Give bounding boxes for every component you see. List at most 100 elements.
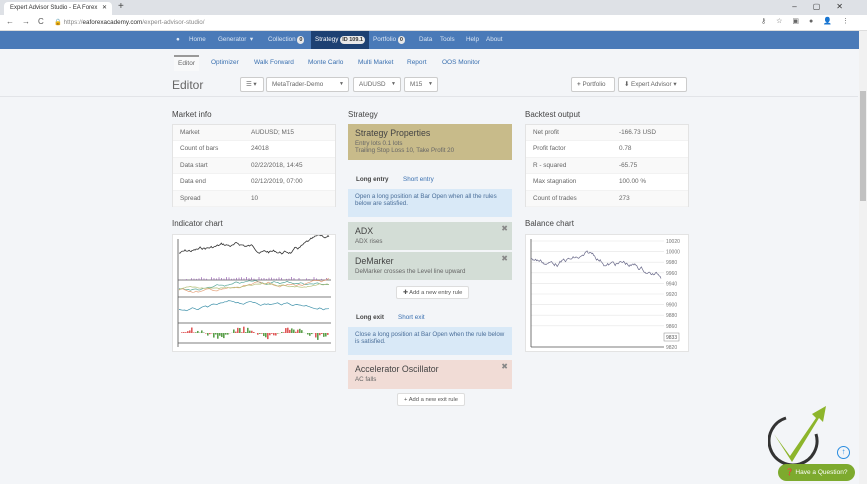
tab-short-entry[interactable]: Short entry bbox=[403, 176, 434, 183]
indicator-chart-svg bbox=[177, 233, 331, 347]
ac-bar bbox=[227, 333, 229, 335]
backtest-table: Net profit -166.73 USD Profit factor 0.78 … bbox=[525, 124, 689, 207]
nav-generator[interactable]: Generator ▾ bbox=[218, 36, 254, 43]
ac-bar bbox=[257, 333, 259, 335]
tab-editor[interactable]: Editor bbox=[174, 55, 199, 71]
ac-bar bbox=[297, 329, 299, 333]
browser-tab[interactable]: Expert Advisor Studio - EA Forex ✕ bbox=[4, 2, 112, 15]
current-value-label: 9833 bbox=[666, 335, 677, 341]
oscillator-line bbox=[178, 278, 330, 293]
exit-info: Close a long position at Bar Open when t… bbox=[348, 327, 512, 355]
have-a-question-button[interactable]: ❓ Have a Question? bbox=[778, 464, 855, 481]
scroll-top-button[interactable]: ↑ bbox=[837, 446, 850, 459]
close-tab-icon[interactable]: ✕ bbox=[101, 5, 107, 11]
nav-help[interactable]: Help bbox=[466, 36, 479, 43]
strategy-properties[interactable]: Strategy Properties Entry lots 0.1 lots … bbox=[348, 124, 512, 160]
entry-info: Open a long position at Bar Open when al… bbox=[348, 189, 512, 217]
ac-bar bbox=[315, 333, 317, 338]
window-controls[interactable]: –▢✕ bbox=[792, 2, 859, 11]
ac-bar bbox=[251, 330, 253, 333]
extension-icons[interactable]: ⚷☆▣●👤⋮ bbox=[761, 18, 859, 25]
nav-home[interactable]: Home bbox=[189, 36, 206, 43]
period-select[interactable]: M15 ▼ bbox=[404, 77, 438, 92]
nav-portfolio[interactable]: Portfolio 0 bbox=[373, 36, 405, 44]
scrollbar[interactable] bbox=[859, 31, 867, 484]
nav-tools[interactable]: Tools bbox=[440, 36, 455, 43]
portfolio-button[interactable]: + Portfolio bbox=[571, 77, 615, 92]
ac-bar bbox=[277, 333, 279, 334]
ac-bar bbox=[319, 333, 321, 336]
table-row: Market AUDUSD; M15 bbox=[173, 125, 335, 142]
add-exit-rule-button[interactable]: + Add a new exit rule bbox=[397, 393, 465, 406]
tab-long-entry[interactable]: Long entry bbox=[356, 176, 389, 183]
ac-bar bbox=[267, 333, 269, 340]
ac-bar bbox=[243, 326, 245, 333]
scrollbar-thumb[interactable] bbox=[860, 91, 866, 201]
exit-rule-ac[interactable]: Accelerator Oscillator AC falls ✖ bbox=[348, 360, 512, 389]
ac-bar bbox=[189, 330, 191, 333]
y-tick-label: 9900 bbox=[666, 303, 677, 309]
ac-bar bbox=[183, 332, 185, 333]
tab-oos-monitor[interactable]: OOS Monitor bbox=[442, 59, 480, 66]
balance-line bbox=[530, 250, 662, 279]
tab-multi-market[interactable]: Multi Market bbox=[358, 59, 394, 66]
ac-bar bbox=[197, 330, 199, 333]
remove-rule-icon[interactable]: ✖ bbox=[501, 224, 508, 233]
tab-monte-carlo[interactable]: Monte Carlo bbox=[308, 59, 344, 66]
oscillator-line bbox=[178, 282, 330, 290]
academy-logo bbox=[768, 406, 826, 466]
ac-bar bbox=[201, 330, 203, 333]
table-row: Count of trades 273 bbox=[526, 190, 688, 207]
tab-optimizer[interactable]: Optimizer bbox=[211, 59, 239, 66]
balance-chart[interactable]: 10020 10000 9980 9960 9940 9920 9900 9880 9860 98… bbox=[525, 234, 689, 352]
ac-bar bbox=[293, 329, 295, 333]
add-entry-rule-button[interactable]: ✚ Add a new entry rule bbox=[396, 286, 470, 299]
ac-bar bbox=[241, 332, 243, 333]
ac-bar bbox=[287, 327, 289, 333]
tab-report[interactable]: Report bbox=[407, 59, 427, 66]
url-input[interactable]: 🔒 https://eaforexacademy.com/expert-advi… bbox=[54, 19, 205, 26]
indicator-chart[interactable] bbox=[172, 233, 336, 352]
divider bbox=[0, 96, 858, 97]
page-title: Editor bbox=[172, 78, 204, 92]
ac-bar bbox=[225, 333, 227, 335]
tab-walk-forward[interactable]: Walk Forward bbox=[254, 59, 294, 66]
ac-bar bbox=[309, 333, 311, 336]
ac-bar bbox=[307, 333, 309, 335]
ac-bar bbox=[291, 328, 293, 333]
price-line bbox=[178, 233, 330, 255]
ac-bar bbox=[223, 333, 225, 339]
tab-short-exit[interactable]: Short exit bbox=[398, 314, 425, 321]
entry-rule-demarker[interactable]: DeMarker DeMarker crosses the Level line … bbox=[348, 252, 512, 280]
balance-chart-title: Balance chart bbox=[525, 219, 574, 228]
adx-line bbox=[178, 300, 330, 312]
ac-bar bbox=[239, 328, 241, 333]
y-tick-label: 9860 bbox=[666, 324, 677, 330]
y-tick-label: 9920 bbox=[666, 292, 677, 298]
home-icon[interactable]: ● bbox=[176, 36, 180, 43]
market-info-table: Market AUDUSD; M15 Count of bars 24018 Dat… bbox=[172, 124, 336, 207]
menu-button[interactable]: ☰ ▾ bbox=[240, 77, 264, 92]
ac-bar bbox=[235, 331, 237, 333]
nav-data[interactable]: Data bbox=[419, 36, 433, 43]
y-tick-label: 10000 bbox=[666, 250, 680, 256]
remove-rule-icon[interactable]: ✖ bbox=[501, 362, 508, 371]
remove-rule-icon[interactable]: ✖ bbox=[501, 254, 508, 263]
nav-strategy[interactable]: Strategy ID 109.1 bbox=[311, 31, 369, 49]
table-row: Net profit -166.73 USD bbox=[526, 125, 688, 142]
back-forward-reload-icons[interactable]: ←→C bbox=[6, 17, 52, 26]
nav-collection[interactable]: Collection 0 bbox=[268, 36, 305, 44]
ac-bar bbox=[249, 330, 251, 333]
nav-about[interactable]: About bbox=[486, 36, 503, 43]
symbol-select[interactable]: AUDUSD ▼ bbox=[353, 77, 401, 92]
balance-chart-svg: 10020 10000 9980 9960 9940 9920 9900 9880 9860 98… bbox=[530, 239, 680, 351]
ac-bar bbox=[221, 333, 223, 337]
expert-advisor-button[interactable]: ⬇ Expert Advisor ▾ bbox=[618, 77, 687, 92]
tab-long-exit[interactable]: Long exit bbox=[356, 314, 384, 321]
table-row: Data start 02/22/2018, 14:45 bbox=[173, 157, 335, 175]
new-tab-icon[interactable]: + bbox=[118, 1, 124, 12]
ac-bar bbox=[215, 333, 217, 335]
entry-rule-adx[interactable]: ADX ADX rises ✖ bbox=[348, 222, 512, 250]
table-row: Max stagnation 100.00 % bbox=[526, 174, 688, 191]
server-select[interactable]: MetaTrader-Demo ▼ bbox=[266, 77, 349, 92]
